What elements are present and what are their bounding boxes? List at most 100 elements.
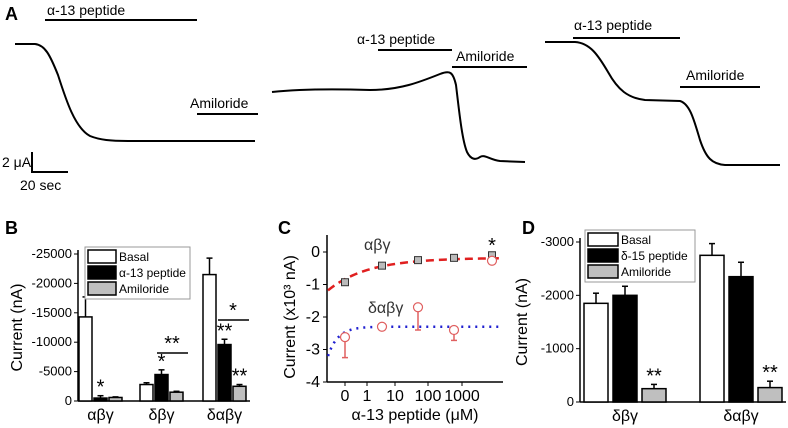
series-label-dabg: δαβγ	[368, 300, 403, 317]
legend-label: Amiloride	[119, 282, 169, 296]
y-tick-label: -3	[306, 342, 320, 359]
panel-label-b: B	[5, 218, 18, 238]
bar-amiloride	[757, 386, 783, 403]
bar--15-peptide	[612, 294, 638, 403]
y-tick-label: 0	[311, 244, 320, 261]
significance-star: *	[158, 351, 166, 373]
significance-star: **	[646, 365, 662, 387]
bracket-star: **	[164, 333, 180, 355]
y-tick-label: -2	[306, 309, 320, 326]
legend-label: Basal	[621, 233, 651, 247]
y-tick-label: 0	[567, 394, 574, 409]
significance-star: **	[232, 366, 248, 388]
y-tick-label: -20000	[32, 275, 72, 290]
x-tick-label: 10	[386, 388, 404, 405]
bar--13-peptide	[93, 397, 108, 402]
legend-swatch	[587, 232, 619, 247]
x-tick-label: 1000	[444, 388, 480, 405]
y-tick-label: 0	[65, 393, 72, 408]
y-tick-label: -4	[306, 374, 320, 391]
bracket-star: *	[229, 300, 237, 322]
fit-line-abg	[327, 257, 500, 292]
data-point-dabg	[448, 324, 460, 336]
bar-basal	[699, 254, 725, 403]
bar-basal	[78, 316, 93, 402]
amiloride-label-1: Amiloride	[190, 95, 249, 111]
bar-amiloride	[641, 387, 667, 403]
y-tick-label: -1	[306, 277, 320, 294]
data-point-abg	[378, 261, 386, 270]
scale-current-label: 2 μA	[2, 154, 32, 170]
legend-label: Amiloride	[621, 265, 671, 279]
x-tick-label: 100	[415, 388, 442, 405]
bar-basal	[583, 302, 609, 403]
category-label: αβγ	[87, 407, 113, 424]
y-axis-label: Current (x10³ nA)	[282, 255, 299, 379]
category-label: δαβγ	[207, 407, 242, 424]
x-tick-label: 0	[341, 388, 350, 405]
y-tick-label: -15000	[32, 305, 72, 320]
trace-2	[271, 71, 526, 163]
legend-label: δ-15 peptide	[621, 249, 688, 263]
bar-amiloride	[169, 391, 184, 402]
trace-1	[15, 43, 255, 142]
legend-swatch	[87, 265, 117, 280]
y-tick-label: -10000	[32, 334, 72, 349]
legend-swatch	[87, 249, 117, 264]
data-point-abg	[341, 278, 349, 287]
y-tick-label: -1000	[541, 341, 574, 356]
legend-label: Basal	[119, 250, 149, 264]
bar--15-peptide	[728, 275, 754, 403]
trace-3	[545, 41, 780, 166]
bar-basal	[202, 273, 217, 402]
legend-swatch	[587, 264, 619, 279]
panel-d-chart: 0 -1000 -2000 -3000 Current (nA) ** δβγ ** δαβγ B…	[514, 229, 786, 425]
category-label: δβγ	[612, 408, 638, 425]
legend: Basal α-13 peptide Amiloride	[84, 246, 191, 300]
x-tick-label: 1	[363, 388, 372, 405]
legend-label: α-13 peptide	[119, 266, 186, 280]
scale-bar	[31, 152, 68, 173]
panel-a	[15, 19, 780, 173]
data-point-dabg	[412, 302, 424, 313]
panel-label-c: C	[278, 218, 291, 238]
bar-basal	[139, 383, 154, 402]
bar--13-peptide	[217, 343, 232, 402]
panel-label-d: D	[522, 218, 535, 238]
data-point-abg	[450, 253, 458, 262]
panel-label-a: A	[5, 4, 18, 24]
peptide-label-1: α-13 peptide	[47, 2, 125, 18]
x-axis-label: α-13 peptide (μM)	[352, 407, 479, 424]
category-label: δβγ	[148, 407, 174, 424]
amiloride-label-2: Amiloride	[456, 48, 515, 64]
data-point-abg	[414, 256, 422, 265]
data-point-dabg	[376, 321, 388, 332]
y-tick-label: -2000	[541, 287, 574, 302]
peptide-label-2: α-13 peptide	[357, 31, 435, 47]
data-point-extra	[486, 255, 498, 266]
legend-swatch	[587, 248, 619, 263]
category-label: δαβγ	[723, 408, 758, 425]
y-axis-label: Current (nA)	[514, 278, 531, 366]
significance-star: *	[488, 235, 496, 257]
significance-star: **	[217, 320, 233, 342]
legend-swatch	[87, 281, 117, 296]
y-tick-label: -25000	[32, 246, 72, 261]
significance-star: *	[97, 377, 105, 399]
significance-star: **	[762, 362, 778, 384]
bar-amiloride	[108, 396, 123, 402]
panel-b-chart: 0 -5000 -10000 -15000 -20000 -25000 Current (n…	[9, 246, 250, 424]
amiloride-label-3: Amiloride	[686, 67, 745, 83]
bar-amiloride	[232, 385, 247, 402]
fit-line-dabg	[326, 325, 499, 357]
data-point-dabg	[339, 332, 351, 343]
y-tick-label: -5000	[39, 364, 72, 379]
legend: Basal δ-15 peptide Amiloride	[584, 229, 696, 283]
series-label-abg: αβγ	[364, 237, 390, 254]
y-axis-label: Current (nA)	[9, 283, 26, 371]
peptide-label-3: α-13 peptide	[574, 17, 652, 33]
bar--13-peptide	[154, 373, 169, 402]
